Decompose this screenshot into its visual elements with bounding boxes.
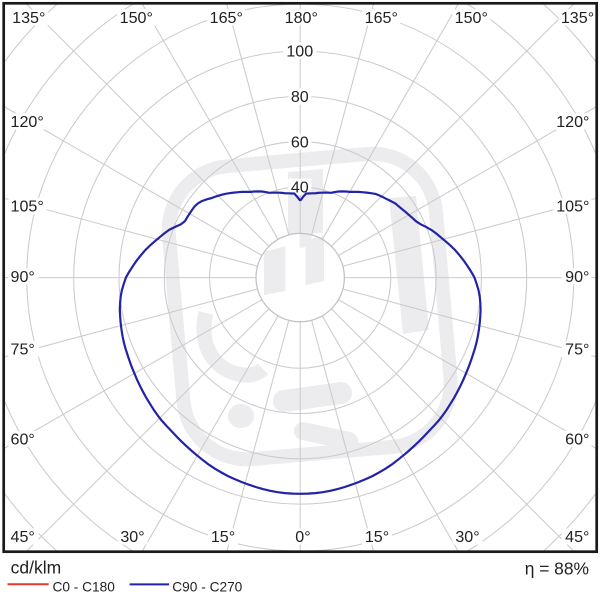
svg-text:75°: 75°: [11, 341, 35, 359]
svg-text:0°: 0°: [295, 528, 310, 546]
svg-text:30°: 30°: [120, 528, 144, 546]
svg-text:150°: 150°: [455, 9, 488, 27]
svg-text:165°: 165°: [365, 9, 398, 27]
svg-text:100: 100: [286, 42, 313, 60]
svg-text:60°: 60°: [565, 431, 589, 449]
svg-text:165°: 165°: [210, 9, 243, 27]
svg-text:40: 40: [291, 178, 309, 196]
svg-text:60: 60: [291, 133, 309, 151]
svg-text:15°: 15°: [365, 528, 389, 546]
svg-text:180°: 180°: [285, 9, 318, 27]
svg-text:60°: 60°: [11, 431, 35, 449]
svg-text:C90 - C270: C90 - C270: [172, 580, 242, 595]
svg-text:120°: 120°: [11, 113, 44, 131]
svg-text:cd/klm: cd/klm: [11, 558, 62, 578]
svg-text:150°: 150°: [120, 9, 153, 27]
svg-text:45°: 45°: [11, 528, 35, 546]
svg-text:80: 80: [291, 88, 309, 106]
svg-text:C0 - C180: C0 - C180: [53, 580, 116, 595]
svg-text:105°: 105°: [556, 198, 589, 216]
svg-text:90°: 90°: [11, 268, 35, 286]
svg-text:45°: 45°: [565, 528, 589, 546]
svg-text:75°: 75°: [565, 341, 589, 359]
svg-text:90°: 90°: [565, 268, 589, 286]
svg-text:η = 88%: η = 88%: [525, 559, 589, 579]
svg-text:135°: 135°: [561, 9, 594, 27]
svg-text:120°: 120°: [556, 113, 589, 131]
svg-text:15°: 15°: [211, 528, 235, 546]
svg-text:105°: 105°: [11, 198, 44, 216]
svg-text:135°: 135°: [12, 9, 45, 27]
svg-text:30°: 30°: [455, 528, 479, 546]
